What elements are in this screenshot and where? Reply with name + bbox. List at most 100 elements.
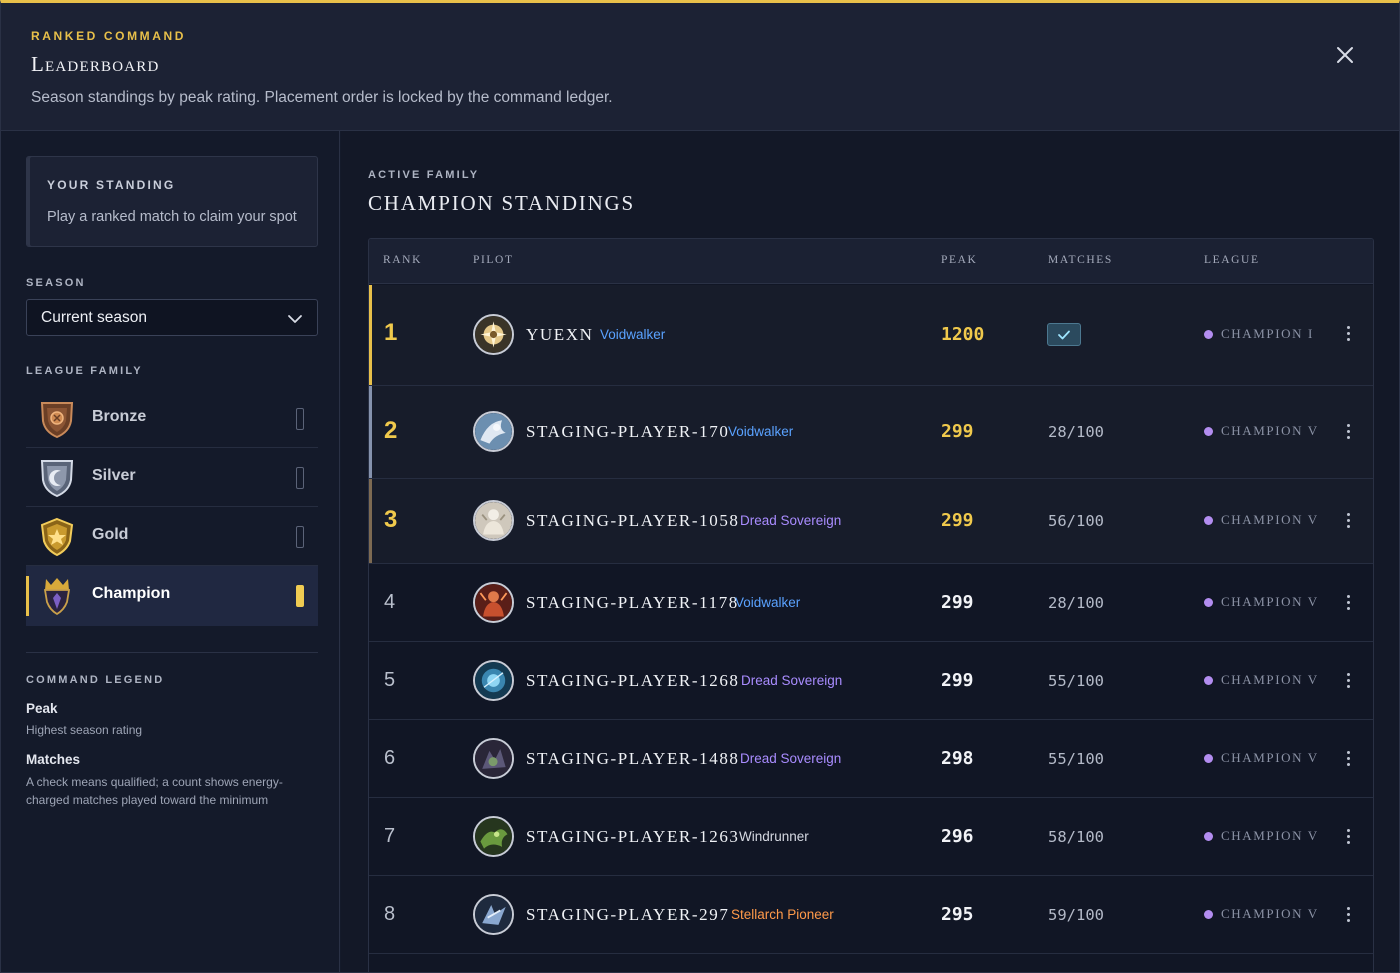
table-row[interactable]: 1 Yuexn Voidwalker 1200 CHAMPION I: [369, 285, 1373, 386]
rank-cell: 5: [384, 669, 396, 691]
active-family-label: ACTIVE FAMILY: [368, 169, 480, 181]
page-title: Leaderboard: [31, 52, 160, 76]
pilot-faction-tag: Voidwalker: [600, 327, 666, 342]
league-family-list: Bronze Silver Gold: [26, 389, 318, 626]
league-cell: CHAMPION V: [1221, 750, 1319, 765]
season-select[interactable]: Current season: [26, 299, 318, 336]
row-menu-button[interactable]: [1344, 424, 1352, 442]
column-header-pilot: PILOT: [473, 254, 514, 266]
row-accent: [369, 479, 372, 563]
family-item-bronze[interactable]: Bronze: [26, 389, 318, 448]
row-menu-button[interactable]: [1344, 907, 1352, 925]
matches-cell: 56/100: [1048, 512, 1104, 530]
table-row[interactable]: 6 Staging-Player-1488 Dread Sovereign 29…: [369, 720, 1373, 798]
family-name: Champion: [92, 585, 171, 602]
table-row[interactable]: 7 Staging-Player-1263 Windrunner 296 58/…: [369, 798, 1373, 876]
peak-cell: 299: [941, 510, 974, 531]
rank-cell: 1: [384, 319, 398, 346]
avatar: [473, 411, 514, 452]
legend-term-matches: Matches: [26, 752, 81, 767]
family-indicator: [296, 467, 304, 489]
legend-desc-peak: Highest season rating: [26, 723, 143, 737]
modal-header: RANKED COMMAND Leaderboard Season standi…: [1, 3, 1399, 131]
standings-table: RANK PILOT PEAK MATCHES LEAGUE 1 Yuexn V…: [368, 238, 1374, 972]
standings-title: CHAMPION STANDINGS: [368, 191, 635, 215]
avatar: [473, 894, 514, 935]
legend-term-peak: Peak: [26, 701, 58, 716]
legend-divider: [26, 652, 318, 653]
matches-cell: 55/100: [1048, 750, 1104, 768]
avatar: [473, 738, 514, 779]
bronze-shield-icon: [40, 402, 74, 439]
sidebar: YOUR STANDING Play a ranked match to cla…: [1, 131, 340, 972]
table-row[interactable]: 3 Staging-Player-1058 Dread Sovereign 29…: [369, 479, 1373, 564]
row-menu-button[interactable]: [1344, 513, 1352, 531]
pilot-name: Staging-Player-1268: [526, 671, 740, 690]
league-cell: CHAMPION V: [1221, 828, 1319, 843]
row-menu-button[interactable]: [1344, 595, 1352, 613]
command-legend-label: COMMAND LEGEND: [26, 674, 165, 686]
table-row[interactable]: 8 Staging-Player-297 Stellarch Pioneer 2…: [369, 876, 1373, 954]
rank-cell: 8: [384, 903, 396, 925]
close-icon: [1337, 47, 1353, 63]
your-standing-text: Play a ranked match to claim your spot: [47, 209, 297, 225]
matches-cell: 28/100: [1048, 423, 1104, 441]
column-header-league: LEAGUE: [1204, 254, 1260, 266]
qualified-badge: [1047, 323, 1081, 346]
pilot-faction-tag: Stellarch Pioneer: [731, 907, 834, 922]
pilot-faction-tag: Voidwalker: [735, 595, 801, 610]
league-cell: CHAMPION V: [1221, 672, 1319, 687]
row-menu-button[interactable]: [1344, 829, 1352, 847]
family-name: Silver: [92, 467, 136, 484]
your-standing-label: YOUR STANDING: [47, 178, 176, 192]
family-item-gold[interactable]: Gold: [26, 507, 318, 566]
row-menu-button[interactable]: [1344, 326, 1352, 344]
table-row[interactable]: 5 Staging-Player-1268 Dread Sovereign 29…: [369, 642, 1373, 720]
column-header-peak: PEAK: [941, 254, 978, 266]
pilot-faction-tag: Dread Sovereign: [740, 513, 842, 528]
league-cell: CHAMPION V: [1221, 512, 1319, 527]
rank-cell: 2: [384, 417, 398, 444]
peak-cell: 299: [941, 421, 974, 442]
league-dot: [1204, 330, 1213, 339]
row-menu-button[interactable]: [1344, 673, 1352, 691]
table-row[interactable]: 2 Staging-Player-170 Voidwalker 299 28/1…: [369, 386, 1373, 479]
peak-cell: 1200: [941, 324, 985, 345]
row-accent: [369, 285, 372, 385]
peak-cell: 296: [941, 826, 974, 847]
silver-shield-icon: [40, 460, 74, 498]
row-menu-button[interactable]: [1344, 751, 1352, 769]
matches-cell: 58/100: [1048, 828, 1104, 846]
rank-cell: 6: [384, 747, 396, 769]
header-eyebrow: RANKED COMMAND: [31, 29, 187, 43]
your-standing-card: YOUR STANDING Play a ranked match to cla…: [26, 156, 318, 247]
pilot-faction-tag: Dread Sovereign: [740, 751, 842, 766]
pilot-name: Staging-Player-1058: [526, 511, 740, 530]
family-item-silver[interactable]: Silver: [26, 448, 318, 507]
table-row[interactable]: 4 Staging-Player-1178 Voidwalker 299 28/…: [369, 564, 1373, 642]
family-indicator: [296, 526, 304, 548]
pilot-name: Yuexn: [526, 325, 594, 344]
close-button[interactable]: [1331, 41, 1359, 69]
matches-cell: 59/100: [1048, 906, 1104, 924]
league-cell: CHAMPION V: [1221, 423, 1319, 438]
league-cell: CHAMPION V: [1221, 906, 1319, 921]
gold-shield-icon: [40, 517, 74, 557]
rank-cell: 7: [384, 825, 396, 847]
league-dot: [1204, 516, 1213, 525]
league-family-label: LEAGUE FAMILY: [26, 365, 143, 377]
pilot-faction-tag: Voidwalker: [728, 424, 794, 439]
page-subtitle: Season standings by peak rating. Placeme…: [31, 89, 613, 106]
league-dot: [1204, 754, 1213, 763]
family-name: Bronze: [92, 408, 147, 425]
family-item-champion[interactable]: Champion: [26, 566, 318, 626]
table-header: RANK PILOT PEAK MATCHES LEAGUE: [369, 239, 1373, 284]
row-accent: [369, 386, 372, 478]
avatar: [473, 582, 514, 623]
pilot-faction-tag: Windrunner: [739, 829, 809, 844]
family-name: Gold: [92, 526, 129, 543]
check-icon: [1058, 330, 1070, 340]
family-indicator: [296, 408, 304, 430]
league-dot: [1204, 427, 1213, 436]
